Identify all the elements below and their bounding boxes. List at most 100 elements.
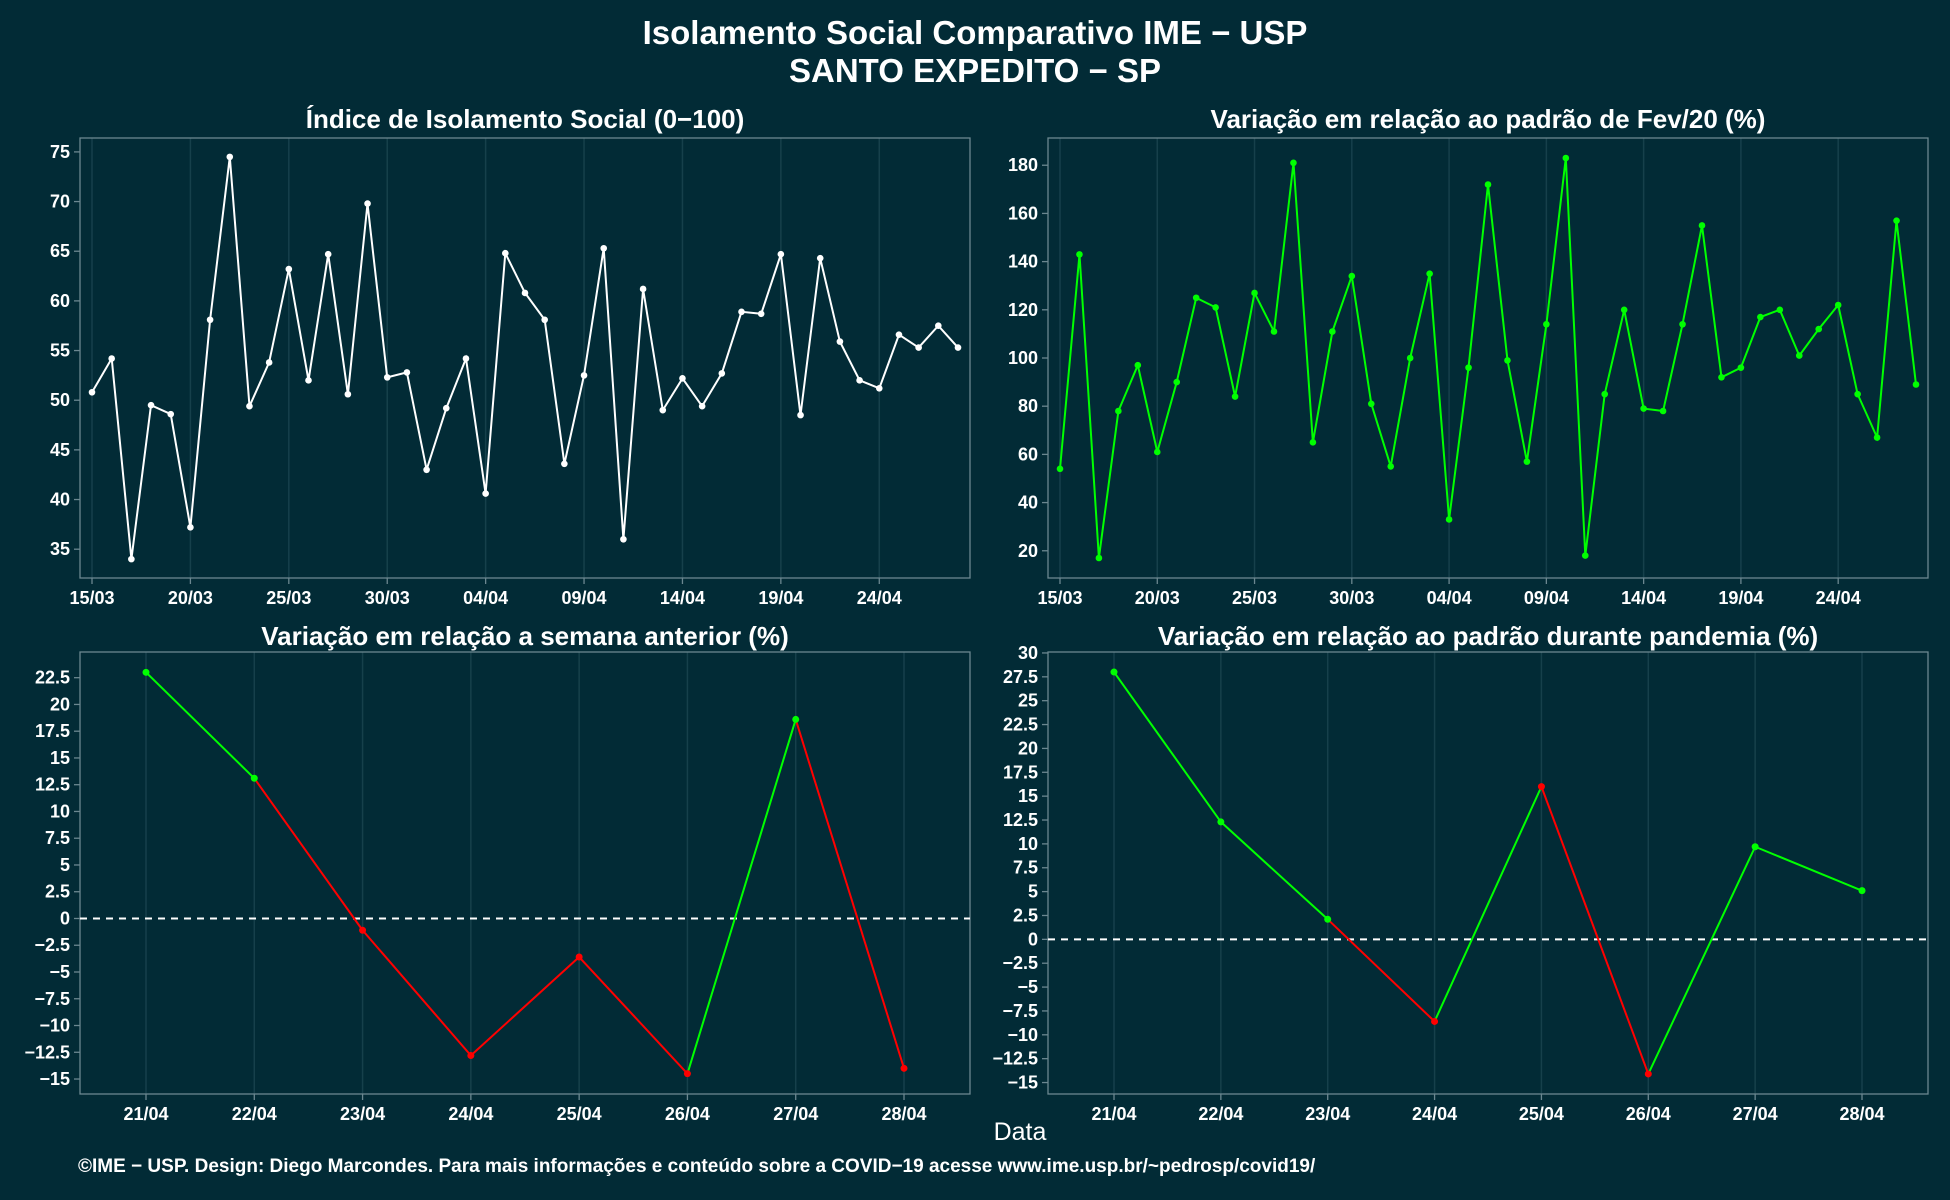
- data-point: [1465, 364, 1472, 371]
- data-point: [1251, 289, 1258, 297]
- data-point: [575, 953, 583, 961]
- y-tick-label: 140: [1008, 252, 1038, 272]
- data-point: [226, 153, 234, 161]
- data-point: [147, 401, 155, 409]
- y-tick-label: 15: [50, 748, 70, 768]
- x-tick-label: 09/04: [562, 588, 607, 608]
- data-point: [482, 490, 489, 497]
- data-point: [600, 244, 608, 252]
- data-point: [1751, 843, 1759, 851]
- figure-title: Isolamento Social Comparativo IME − USP: [642, 14, 1308, 51]
- series-line: [1059, 157, 1917, 559]
- y-tick-label: 65: [50, 241, 70, 261]
- data-point: [324, 250, 332, 258]
- y-tick-label: 40: [1018, 493, 1038, 513]
- data-point: [895, 331, 903, 338]
- x-tick-label: 25/04: [1519, 1104, 1564, 1124]
- series-segment: [1220, 821, 1329, 921]
- data-point: [659, 406, 667, 414]
- data-point: [502, 249, 509, 257]
- y-tick-label: 12.5: [35, 775, 70, 795]
- y-tick-label: 0: [60, 908, 70, 928]
- data-point: [856, 377, 863, 384]
- y-tick-label: 20: [1018, 738, 1038, 758]
- data-point: [128, 555, 135, 563]
- data-point: [1562, 154, 1570, 162]
- data-point: [679, 375, 686, 382]
- y-tick-label: 120: [1008, 300, 1038, 320]
- series-segment: [1647, 846, 1757, 1075]
- y-tick-label: 40: [50, 490, 70, 510]
- data-point: [639, 285, 647, 293]
- y-tick-label: 80: [1018, 396, 1038, 416]
- data-point: [1110, 668, 1118, 676]
- data-point: [1737, 364, 1745, 371]
- y-tick-label: 7.5: [45, 828, 70, 848]
- x-tick-label: 04/04: [1427, 588, 1472, 608]
- x-tick-label: 25/03: [266, 588, 311, 608]
- x-tick-label: 15/03: [1037, 588, 1082, 608]
- y-tick-label: 17.5: [1003, 762, 1038, 782]
- data-point: [816, 254, 824, 262]
- data-point: [580, 372, 588, 379]
- data-point: [359, 926, 367, 934]
- y-tick-label: 22.5: [1003, 715, 1038, 735]
- data-point: [1445, 516, 1453, 523]
- data-point: [206, 316, 214, 324]
- series-segment: [794, 719, 905, 1069]
- data-point: [467, 1051, 475, 1059]
- data-point: [246, 402, 253, 410]
- y-tick-label: 0: [1028, 929, 1038, 949]
- y-tick-label: 55: [50, 341, 70, 361]
- y-tick-label: 27.5: [1003, 667, 1038, 687]
- data-point: [1212, 304, 1219, 311]
- x-tick-label: 22/04: [1198, 1104, 1243, 1124]
- y-tick-label: −2.5: [34, 935, 70, 955]
- y-tick-label: 50: [50, 390, 70, 410]
- data-point: [1543, 320, 1550, 328]
- y-tick-label: 10: [50, 801, 70, 821]
- data-point: [1329, 328, 1336, 335]
- data-point: [1854, 390, 1861, 398]
- data-point: [757, 310, 765, 318]
- y-tick-label: 10: [1018, 834, 1038, 854]
- y-tick-label: −12.5: [992, 1049, 1038, 1069]
- x-tick-label: 24/04: [857, 588, 902, 608]
- x-tick-label: 22/04: [232, 1104, 277, 1124]
- x-tick-label: 24/04: [1412, 1104, 1457, 1124]
- data-point: [1858, 887, 1866, 895]
- data-point: [718, 370, 726, 377]
- x-tick-label: 27/04: [773, 1104, 818, 1124]
- data-point: [108, 355, 115, 362]
- x-tick-label: 25/04: [557, 1104, 602, 1124]
- y-tick-label: 20: [50, 694, 70, 714]
- y-tick-label: 160: [1008, 203, 1038, 223]
- data-point: [1134, 361, 1142, 369]
- data-point: [875, 384, 883, 392]
- x-tick-label: 21/04: [123, 1104, 168, 1124]
- y-tick-label: 2.5: [1013, 905, 1038, 925]
- data-point: [383, 374, 391, 381]
- series-segment: [1540, 786, 1650, 1075]
- data-point: [1659, 407, 1667, 415]
- data-point: [1893, 217, 1900, 224]
- y-tick-label: 5: [1028, 882, 1038, 902]
- data-point: [954, 344, 962, 351]
- y-tick-label: −7.5: [1002, 1001, 1038, 1021]
- data-point: [1348, 272, 1356, 280]
- series-segment: [253, 777, 364, 931]
- data-point: [1834, 301, 1842, 309]
- y-tick-label: 75: [50, 142, 70, 162]
- y-tick-label: 7.5: [1013, 858, 1038, 878]
- data-point: [1504, 357, 1511, 364]
- chart-panel-4: Variação em relação ao padrão durante pa…: [992, 621, 1929, 1124]
- y-tick-label: −10: [1007, 1025, 1038, 1045]
- x-tick-label: 24/04: [1816, 588, 1861, 608]
- x-tick-label: 30/03: [365, 588, 410, 608]
- data-point: [1581, 552, 1589, 559]
- series-segment: [1433, 786, 1543, 1022]
- series-segment: [470, 956, 580, 1057]
- y-tick-label: 70: [50, 192, 70, 212]
